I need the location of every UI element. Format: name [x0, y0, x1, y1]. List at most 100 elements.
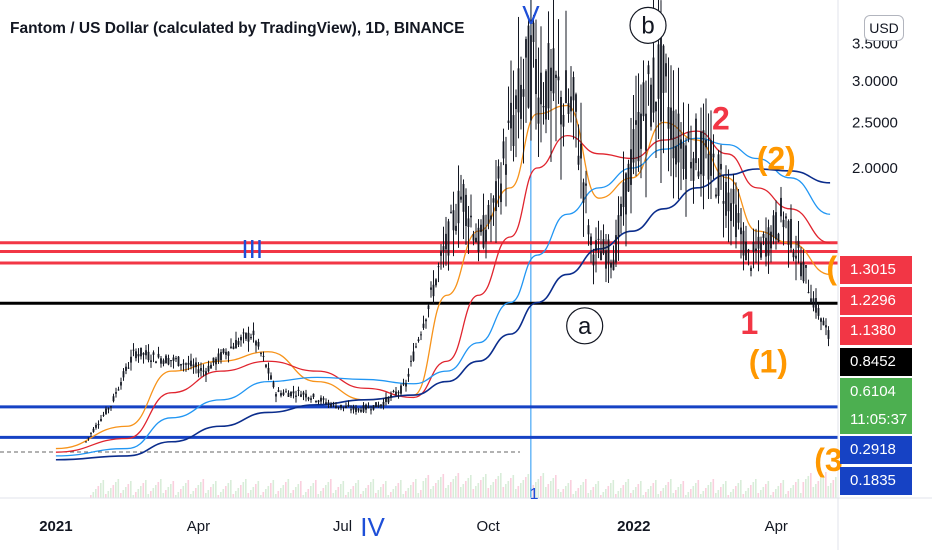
candle-body: [397, 392, 400, 394]
volume-bar: [550, 481, 552, 498]
candle-body: [525, 39, 527, 58]
candle-body: [460, 196, 462, 200]
price-tag: 0.2918: [840, 436, 912, 464]
volume-bar: [700, 494, 702, 498]
volume-bar: [475, 486, 477, 498]
candle-body: [102, 414, 105, 416]
last-price-tag: 0.6104 11:05:37: [840, 378, 912, 434]
volume-bar: [470, 475, 472, 498]
volume-bar: [552, 478, 555, 498]
volume-bar: [800, 493, 802, 498]
candle-body: [105, 408, 107, 414]
volume-bar: [97, 486, 100, 498]
candle-body: [202, 370, 205, 372]
volume-bar: [782, 480, 785, 498]
candle-body: [825, 325, 827, 328]
candle-body: [492, 198, 495, 203]
volume-bar: [375, 493, 377, 498]
volume-bar: [395, 486, 397, 498]
candle-body: [350, 409, 352, 411]
candle-body: [160, 358, 162, 364]
candle-body: [602, 239, 605, 254]
candle-body: [255, 341, 257, 346]
volume-bar: [325, 485, 327, 498]
volume-bar: [157, 482, 160, 498]
candle-body: [322, 398, 325, 400]
volume-bar: [637, 484, 640, 498]
volume-bar: [775, 489, 777, 498]
candle-body: [727, 192, 730, 212]
volume-bar: [252, 487, 255, 498]
volume-bar: [632, 490, 635, 498]
candle-body: [305, 393, 307, 398]
volume-bar: [582, 482, 585, 498]
candle-body: [307, 397, 310, 400]
volume-bar: [352, 486, 355, 498]
candle-body: [155, 361, 157, 364]
candle-body: [510, 102, 512, 129]
volume-bar: [327, 482, 330, 498]
candle-body: [252, 330, 255, 336]
volume-bar: [562, 489, 565, 498]
volume-bar: [810, 473, 812, 498]
candle-body: [730, 203, 732, 221]
candle-body: [315, 400, 317, 402]
candle-body: [365, 404, 367, 410]
volume-bar: [445, 488, 447, 498]
candle-body: [617, 215, 620, 238]
volume-bar: [265, 489, 267, 498]
candle-body: [285, 391, 287, 393]
candle-body: [100, 418, 102, 421]
candle-body: [685, 145, 687, 179]
candle-body: [542, 106, 545, 108]
candle-body: [407, 373, 410, 377]
candle-body: [717, 154, 720, 196]
volume-bar: [225, 486, 227, 498]
volume-bar: [240, 485, 242, 498]
candle-body: [170, 360, 172, 362]
volume-bar: [102, 480, 105, 498]
candle-body: [587, 225, 590, 235]
candle-body: [805, 265, 807, 268]
volume-bar: [770, 495, 772, 498]
candle-body: [637, 111, 640, 162]
candle-body: [302, 392, 305, 395]
candle-body: [740, 227, 742, 235]
candle-body: [442, 246, 445, 252]
volume-bar: [205, 493, 207, 498]
volume-bar: [685, 495, 687, 498]
candle-body: [190, 360, 192, 367]
volume-bar: [197, 485, 200, 498]
candle-body: [655, 101, 657, 112]
volume-bar: [190, 494, 192, 498]
candle-body: [362, 405, 365, 412]
volume-bar: [307, 489, 310, 498]
volume-bar: [302, 495, 305, 498]
volume-bar: [237, 488, 240, 498]
candle-body: [625, 173, 627, 215]
candle-body: [810, 298, 812, 303]
currency-button[interactable]: USD: [864, 15, 904, 41]
candle-body: [540, 72, 542, 105]
candle-body: [392, 391, 395, 393]
volume-bar: [732, 489, 735, 498]
volume-bar: [602, 492, 605, 498]
volume-bar: [620, 488, 622, 498]
price-tag: 1.3015: [840, 256, 912, 284]
candle-body: [387, 396, 390, 403]
volume-bar: [825, 472, 827, 498]
volume-bar: [215, 481, 217, 498]
candle-body: [662, 45, 665, 93]
candle-body: [792, 252, 795, 258]
volume-bar: [450, 482, 452, 498]
volume-bar: [187, 480, 190, 498]
volume-bar: [607, 486, 610, 498]
candle-body: [710, 140, 712, 176]
candle-body: [815, 298, 817, 313]
candle-body: [572, 77, 575, 101]
candle-body: [595, 240, 597, 251]
candle-body: [530, 35, 532, 121]
volume-bar: [150, 491, 152, 498]
volume-bar: [642, 495, 645, 498]
